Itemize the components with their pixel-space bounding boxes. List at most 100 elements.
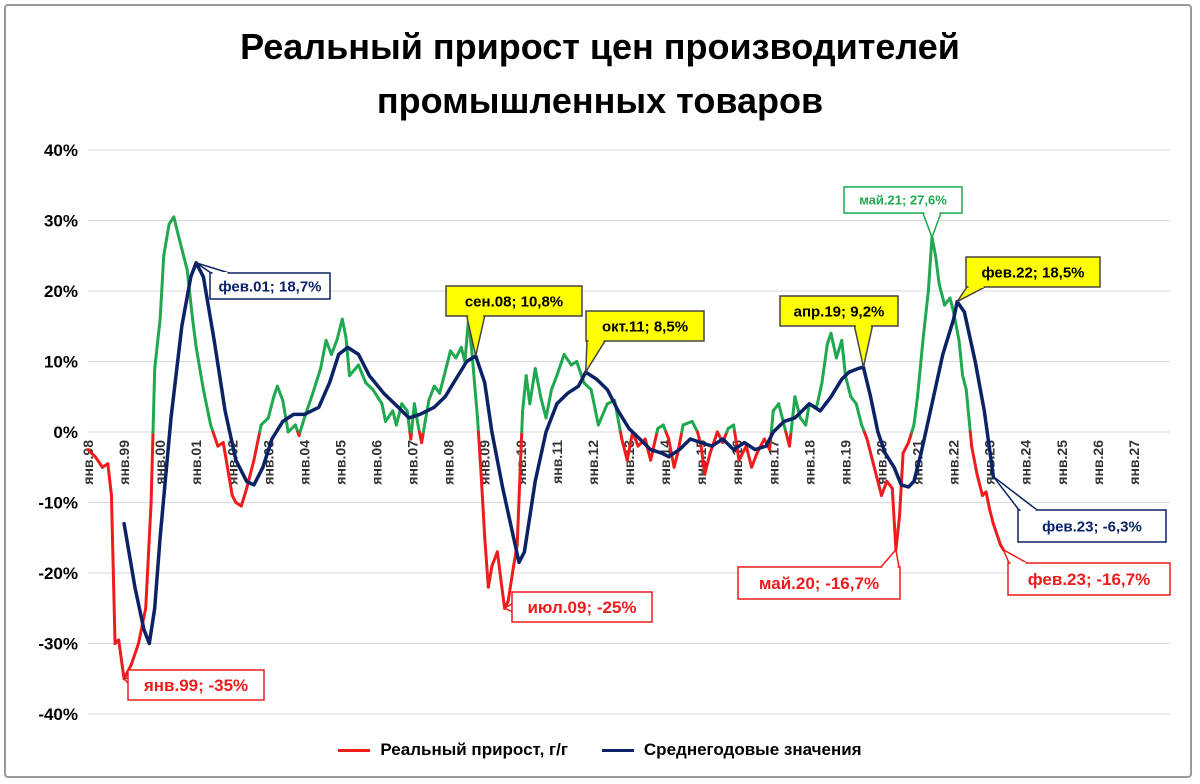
x-tick-label: янв.19	[837, 440, 853, 485]
callout-box	[127, 669, 265, 701]
real-growth-segment	[281, 398, 290, 434]
y-tick-label: -20%	[38, 564, 78, 583]
real-growth-segment	[649, 430, 659, 462]
legend-item-real-growth: Реальный прирост, г/г	[338, 740, 568, 760]
real-growth-segment	[298, 416, 306, 434]
callout-box	[779, 295, 899, 327]
real-growth-segment	[227, 472, 234, 497]
real-growth-segment	[153, 317, 162, 371]
callout-label: янв.99; -35%	[143, 676, 248, 695]
real-growth-segment	[708, 430, 719, 455]
x-tick-label: янв.24	[1018, 440, 1034, 485]
real-growth-segment	[266, 395, 276, 420]
real-growth-segment	[968, 430, 974, 448]
real-growth-segment	[162, 222, 171, 258]
real-growth-segment	[499, 578, 507, 610]
x-tick-label: янв.26	[1090, 440, 1106, 485]
real-growth-segment	[476, 430, 483, 476]
real-growth-segment	[239, 486, 249, 508]
callout-label: фев.23; -6,3%	[1042, 518, 1142, 535]
real-growth-segment	[544, 388, 553, 420]
x-tick-label: янв.14	[657, 440, 673, 485]
real-growth-segment	[672, 451, 680, 469]
annual-average-line	[122, 261, 996, 646]
callout-box	[445, 285, 583, 317]
real-growth-segment	[357, 363, 368, 385]
real-growth-segment	[405, 409, 412, 434]
x-tick-label: янв.08	[441, 440, 457, 485]
real-growth-segment	[109, 493, 117, 645]
chart-title-line1: Реальный прирост цен производителей	[240, 26, 960, 67]
real-growth-segment	[804, 402, 811, 427]
callout-pointer	[584, 340, 607, 375]
real-growth-segment	[840, 338, 847, 378]
legend-item-annual-average: Среднегодовые значения	[601, 740, 862, 760]
real-growth-segment	[172, 215, 180, 237]
x-tick-label: янв.00	[152, 440, 168, 485]
callout-pointer	[921, 212, 943, 240]
real-growth-segment	[221, 441, 231, 476]
y-tick-label: 10%	[44, 353, 78, 372]
real-growth-segment	[533, 367, 543, 399]
x-tick-label: янв.04	[296, 440, 312, 485]
real-growth-segment	[194, 345, 205, 392]
real-growth-segment	[515, 430, 524, 547]
real-growth-segment	[483, 536, 490, 589]
real-growth-segment	[275, 384, 285, 402]
real-growth-segment	[347, 363, 360, 378]
real-growth-segment	[380, 402, 388, 423]
real-growth-segment	[699, 444, 707, 476]
real-growth-segment	[957, 338, 965, 378]
callout-pointer	[956, 286, 986, 303]
real-growth-segment	[149, 430, 155, 504]
real-growth-segment	[984, 490, 992, 512]
real-growth-segment	[129, 642, 140, 667]
real-growth-segment	[384, 409, 395, 423]
real-growth-segment	[506, 564, 516, 603]
callout-box	[965, 256, 1101, 288]
real-growth-segment	[479, 472, 487, 540]
real-growth-segment	[520, 409, 525, 434]
callout-pointer	[1001, 548, 1030, 564]
real-growth-segment	[829, 331, 838, 360]
real-growth-segment	[211, 430, 220, 448]
real-growth-segment	[589, 388, 600, 427]
real-growth-segment	[151, 367, 157, 434]
real-growth-segment	[964, 388, 972, 434]
callout-label: окт.11; 8,5%	[602, 318, 688, 335]
callout-pointer	[879, 548, 900, 568]
real-growth-segment	[890, 486, 898, 552]
real-growth-segment	[894, 515, 901, 552]
real-growth-segment	[470, 352, 480, 420]
x-tick-label: янв.27	[1126, 440, 1142, 485]
real-growth-segment	[912, 395, 920, 427]
real-growth-segment	[930, 235, 938, 258]
callout-pointer	[853, 325, 874, 368]
y-tick-label: 20%	[44, 282, 78, 301]
legend-swatch-red	[338, 748, 371, 752]
legend-label-real-growth: Реальный прирост, г/г	[380, 740, 568, 759]
real-growth-segment	[445, 349, 452, 367]
real-growth-segment	[995, 532, 1002, 547]
real-growth-segment	[158, 254, 166, 321]
real-growth-segment	[854, 402, 864, 427]
callout-box	[511, 591, 653, 623]
x-tick-label: янв.03	[260, 440, 276, 485]
real-growth-segment	[769, 409, 775, 434]
real-growth-segment	[319, 338, 328, 371]
real-growth-segment	[201, 388, 213, 427]
chart-legend: Реальный прирост, г/г Среднегодовые знач…	[0, 740, 1200, 760]
real-growth-segment	[820, 342, 829, 385]
x-tick-label: янв.05	[332, 440, 348, 485]
real-growth-segment	[144, 501, 153, 610]
real-growth-segment	[744, 444, 754, 469]
real-growth-segment	[901, 441, 911, 455]
callout-box	[209, 272, 331, 300]
real-growth-segment	[582, 381, 593, 392]
real-growth-segment	[934, 254, 941, 286]
real-growth-segment	[176, 233, 184, 251]
real-growth-segment	[486, 564, 494, 589]
real-growth-segment	[539, 395, 548, 420]
real-growth-segment	[787, 430, 793, 448]
real-growth-segment	[870, 458, 880, 483]
